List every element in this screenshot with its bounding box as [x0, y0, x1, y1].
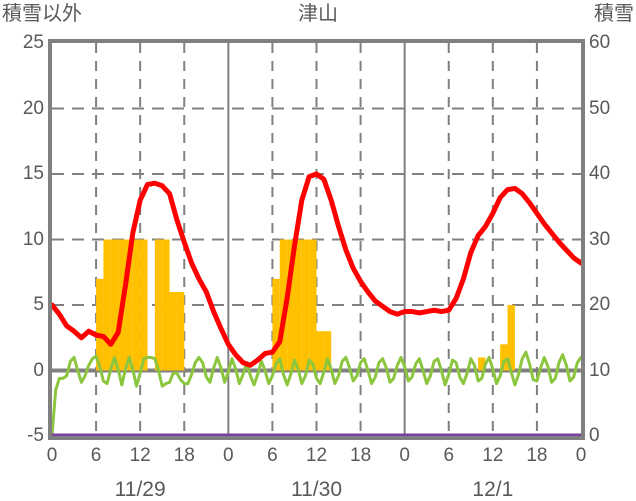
y-axis-left-tick: 20 [22, 97, 44, 119]
y-axis-left-tick: 0 [33, 359, 44, 381]
x-axis-day-label: 11/29 [114, 478, 166, 501]
x-axis-tick: 18 [526, 445, 548, 466]
x-axis-tick: 12 [482, 445, 504, 466]
x-axis-tick: 0 [399, 445, 410, 466]
y-axis-left-tick: 25 [22, 32, 44, 53]
x-axis-tick: 12 [129, 445, 151, 466]
y-axis-right-tick: 10 [589, 359, 611, 381]
x-axis-day-label: 11/30 [291, 478, 342, 501]
x-axis-tick: 6 [443, 445, 455, 466]
y-axis-right-tick: 20 [589, 294, 611, 315]
plot-area [49, 43, 584, 439]
y-axis-right-tick: 0 [589, 425, 600, 446]
x-axis-tick: 0 [575, 445, 587, 466]
x-axis-tick: 18 [350, 445, 372, 466]
page-title: 津山 [298, 3, 338, 25]
x-axis-tick: 12 [305, 445, 328, 466]
x-axis-tick: 6 [267, 445, 278, 466]
y-axis-left-tick: 5 [33, 294, 44, 315]
y-axis-right-tick: 40 [589, 163, 611, 184]
x-axis-day-label: 12/1 [472, 478, 514, 501]
x-axis-tick: 0 [46, 445, 58, 466]
line-series [49, 171, 584, 439]
y-axis-right-tick: 60 [589, 32, 611, 53]
left-axis-title: 積雪以外 [2, 3, 82, 25]
y-axis-right-tick: 50 [589, 97, 611, 119]
y-axis-left-tick: 15 [22, 163, 44, 184]
x-axis-tick: 0 [223, 445, 234, 466]
y-axis-left-tick: 10 [22, 228, 44, 250]
right-axis-title: 積雪 [594, 3, 634, 25]
x-axis-tick: 18 [173, 445, 195, 466]
y-axis-right-tick: 30 [589, 228, 611, 250]
x-axis-tick: 6 [90, 445, 102, 466]
y-axis-left-tick: -5 [27, 425, 44, 446]
